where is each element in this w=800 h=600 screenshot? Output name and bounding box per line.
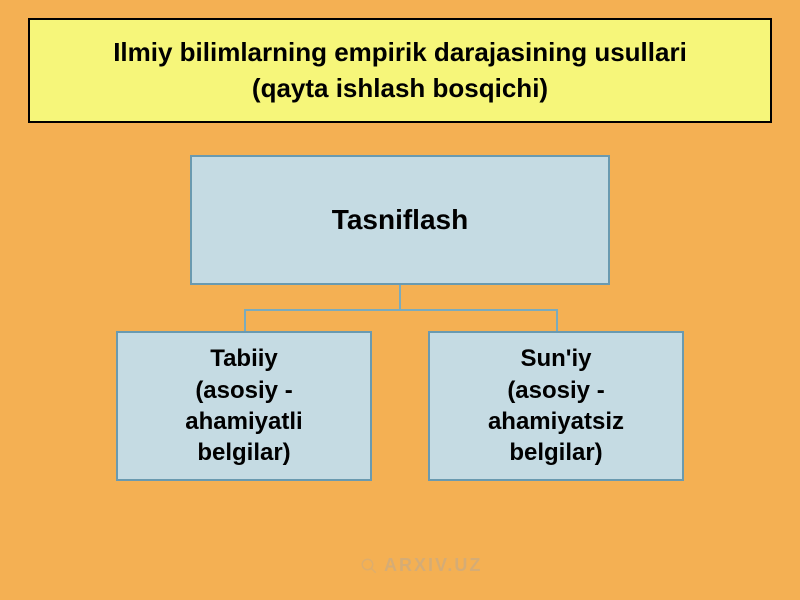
child-node-tabiiy: Tabiiy (asosiy - ahamiyatli belgilar) <box>116 331 372 481</box>
child-line: (asosiy - <box>507 375 604 406</box>
child-node-suniy: Sun'iy (asosiy - ahamiyatsiz belgilar) <box>428 331 684 481</box>
child-line: Sun'iy <box>520 343 591 374</box>
child-line: ahamiyatli <box>185 406 302 437</box>
child-line: ahamiyatsiz <box>488 406 624 437</box>
child-line: (asosiy - <box>195 375 292 406</box>
connector-vert-right <box>556 309 558 331</box>
child-line: belgilar) <box>197 437 290 468</box>
diagram-root-node: Tasniflash <box>190 155 610 285</box>
title-line-2: (qayta ishlash bosqichi) <box>54 70 746 106</box>
slide-content: Ilmiy bilimlarning empirik darajasining … <box>0 0 800 600</box>
diagram-children-row: Tabiiy (asosiy - ahamiyatli belgilar) Su… <box>28 331 772 481</box>
diagram-connectors <box>116 285 684 331</box>
connector-vert-left <box>244 309 246 331</box>
child-line: belgilar) <box>509 437 602 468</box>
child-line: Tabiiy <box>210 343 278 374</box>
connector-horiz <box>244 309 556 311</box>
root-label: Tasniflash <box>332 204 468 236</box>
title-box: Ilmiy bilimlarning empirik darajasining … <box>28 18 772 123</box>
connector-vert-center <box>399 285 401 309</box>
title-line-1: Ilmiy bilimlarning empirik darajasining … <box>54 34 746 70</box>
